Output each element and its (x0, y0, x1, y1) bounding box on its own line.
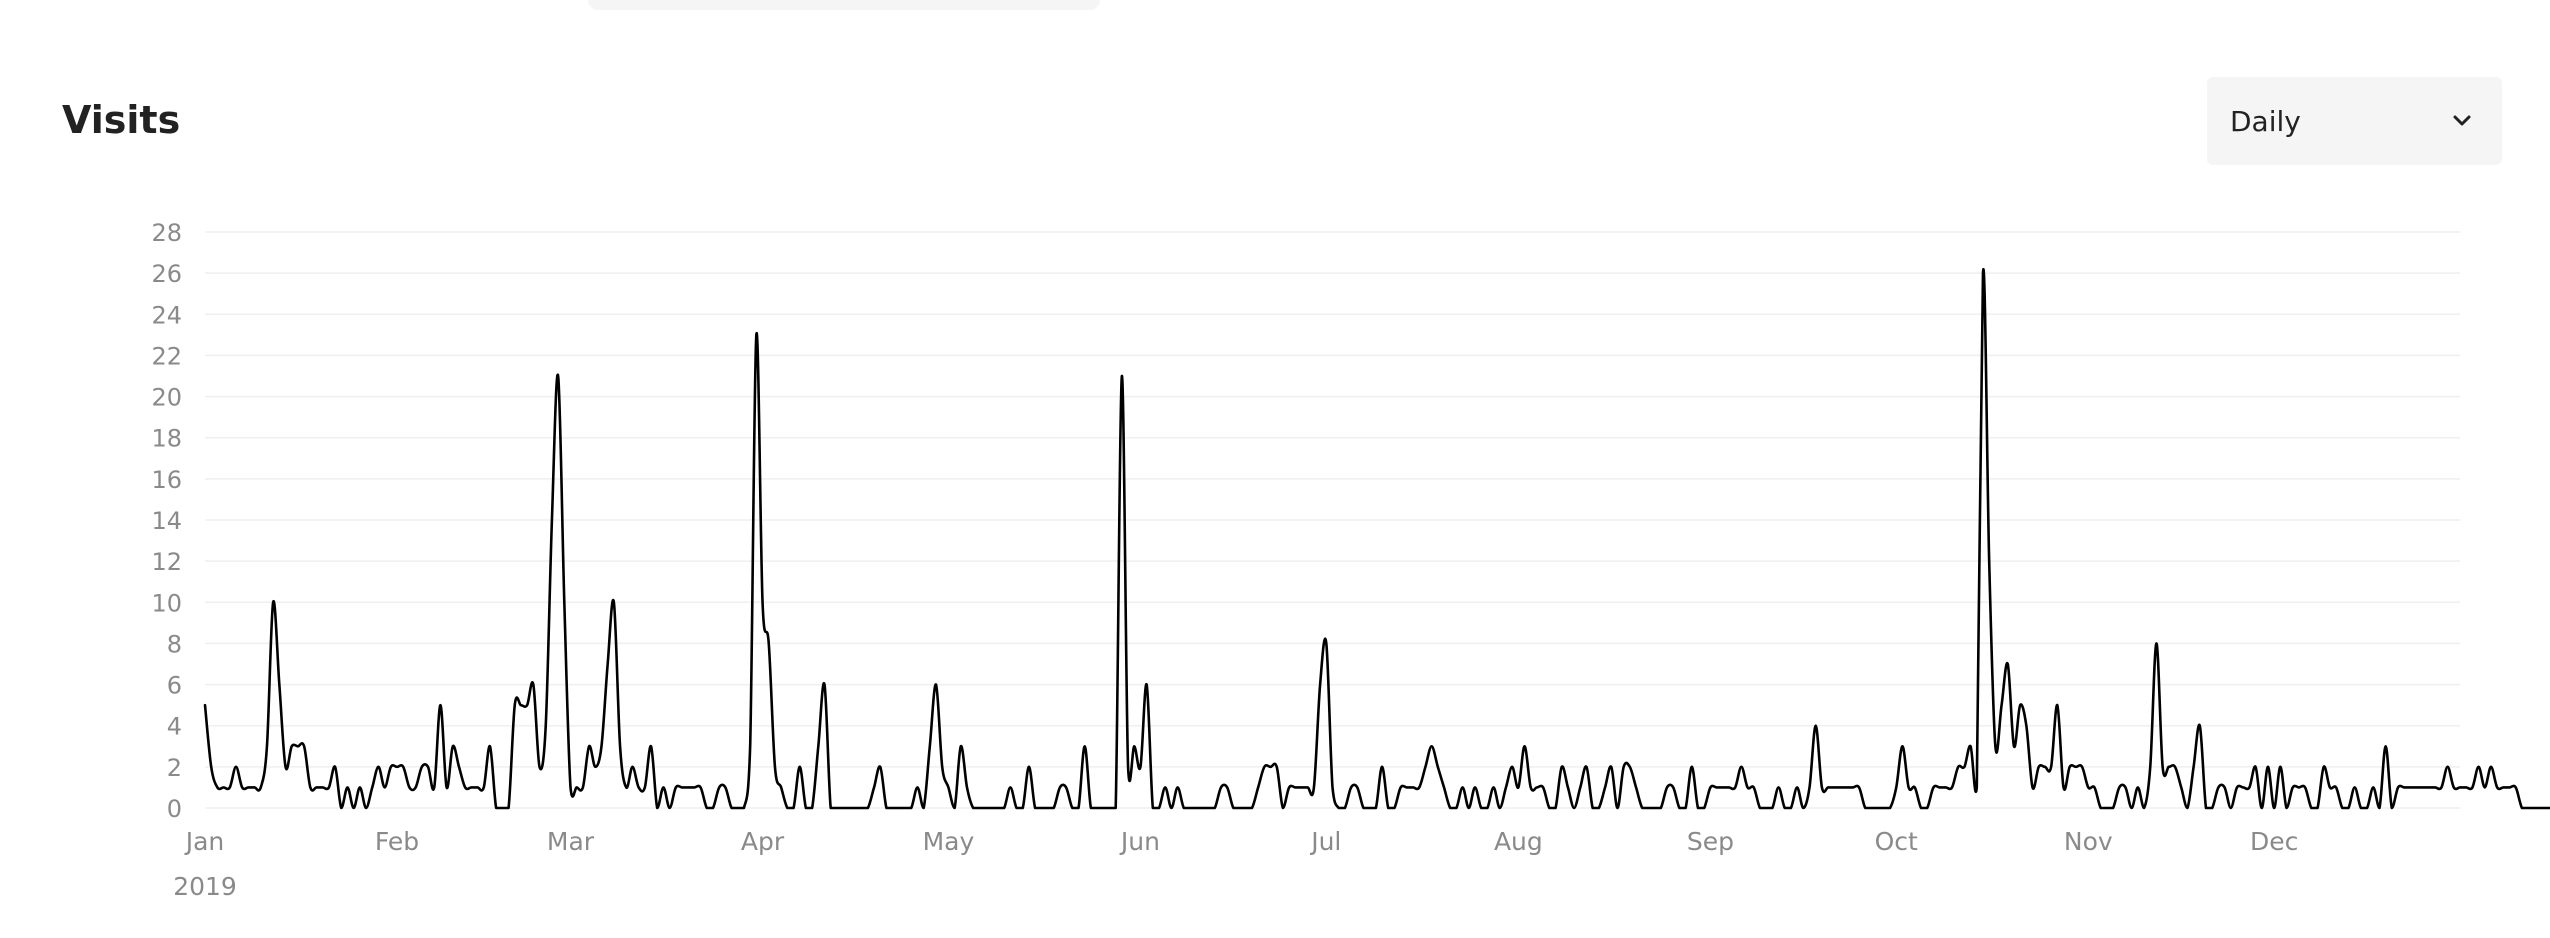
y-tick-label: 22 (151, 342, 182, 370)
series-line (203, 268, 2550, 810)
year-label: 2019 (173, 872, 237, 901)
x-tick-label: Aug (1494, 827, 1543, 856)
x-tick-label: Feb (375, 827, 419, 856)
y-tick-label: 24 (151, 301, 182, 329)
y-tick-label: 10 (151, 589, 182, 617)
x-tick-label: Dec (2250, 827, 2298, 856)
card-title: Visits (62, 98, 181, 142)
x-tick-label: Sep (1687, 827, 1734, 856)
x-tick-label: Oct (1875, 827, 1918, 856)
y-tick-label: 2 (167, 754, 182, 782)
chevron-down-icon (2452, 114, 2472, 128)
y-tick-label: 12 (151, 548, 182, 576)
top-tab-edge (588, 0, 1100, 10)
y-tick-label: 28 (151, 219, 182, 247)
x-tick-label: Nov (2064, 827, 2113, 856)
y-tick-label: 14 (151, 507, 182, 535)
y-tick-label: 6 (167, 672, 182, 700)
x-axis-ticks: Jan Feb Mar Apr May Jun Jul Aug Sep Oct Nov Dec (184, 827, 2299, 856)
period-select[interactable]: Daily (2207, 77, 2502, 165)
y-tick-label: 16 (151, 466, 182, 494)
x-tick-label: Jan (184, 827, 225, 856)
x-tick-label: Apr (741, 827, 785, 856)
period-select-value: Daily (2230, 104, 2301, 138)
y-tick-label: 0 (167, 795, 182, 823)
y-tick-label: 26 (151, 260, 182, 288)
x-tick-label: Mar (547, 827, 595, 856)
grid-lines (205, 231, 2460, 809)
y-tick-label: 8 (167, 630, 182, 658)
x-tick-label: Jul (1309, 827, 1341, 856)
x-tick-label: May (923, 827, 975, 856)
x-tick-label: Jun (1119, 827, 1160, 856)
y-tick-label: 18 (151, 425, 182, 453)
y-tick-label: 4 (167, 713, 182, 741)
y-tick-label: 20 (151, 384, 182, 412)
